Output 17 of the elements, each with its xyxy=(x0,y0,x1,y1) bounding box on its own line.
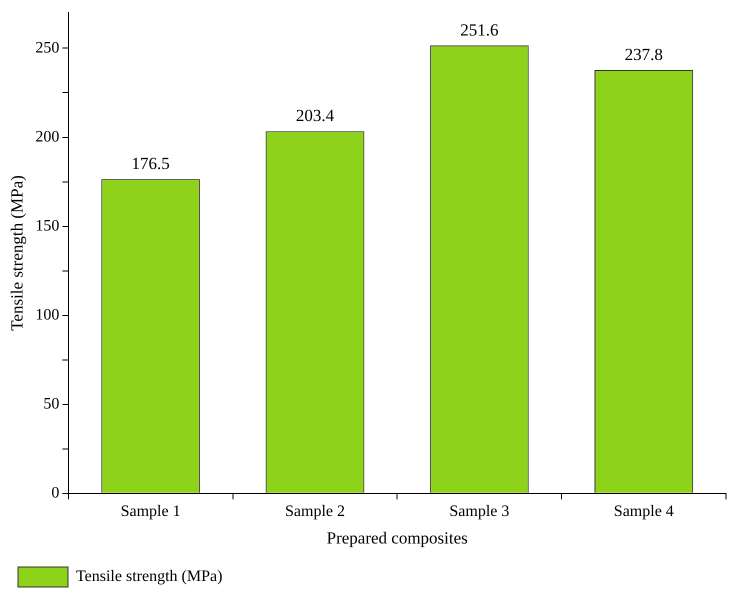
x-tick-label: Sample 4 xyxy=(614,503,674,520)
y-tick-label: 50 xyxy=(43,396,60,413)
legend-label: Tensile strength (MPa) xyxy=(76,568,222,586)
y-tick-label: 0 xyxy=(51,484,60,502)
data-label: 176.5 xyxy=(131,154,170,174)
data-label: 203.4 xyxy=(296,106,335,126)
data-label: 237.8 xyxy=(624,44,663,64)
y-tick-label: 100 xyxy=(35,306,60,324)
x-tick-label: Sample 3 xyxy=(449,503,510,520)
y-axis-title: Tensile strength (MPa) xyxy=(8,175,27,331)
y-tick-label: 150 xyxy=(35,217,60,234)
y-tick-label: 250 xyxy=(35,39,60,56)
x-tick-label: Sample 1 xyxy=(120,503,181,520)
y-tick-label: 200 xyxy=(35,128,60,146)
data-label: 251.6 xyxy=(460,20,499,40)
x-axis-title: Prepared composites xyxy=(326,528,468,548)
x-tick-label: Sample 2 xyxy=(285,503,345,520)
